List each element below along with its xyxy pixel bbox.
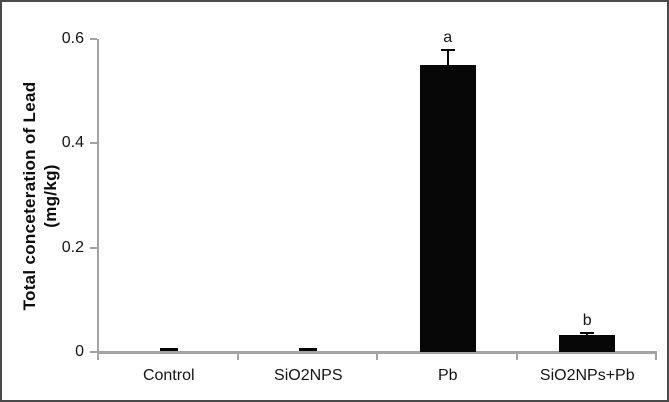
x-axis-line: [97, 351, 657, 354]
x-category-label: SiO2NPs+Pb: [539, 367, 635, 384]
y-tick-label: 0.6: [61, 30, 84, 47]
error-bar-cap: [440, 49, 455, 52]
bar-sio2nps-pb: [559, 334, 616, 352]
y-tick-label: 0.2: [61, 238, 84, 256]
zero-bar-sio2nps: [299, 348, 318, 351]
x-tick: [376, 353, 378, 360]
zero-bar-control: [159, 348, 178, 351]
significance-letter-a: a: [443, 29, 453, 47]
x-tick: [236, 353, 239, 360]
y-tick-label: 0.4: [61, 134, 84, 152]
error-bar-cap: [580, 332, 595, 335]
bar-pb: [419, 65, 476, 352]
y-axis-line: [97, 39, 99, 352]
y-tick: [90, 246, 97, 249]
error-bar-line: [446, 49, 449, 66]
significance-letter-b: b: [582, 312, 592, 330]
x-tick: [515, 353, 518, 360]
y-tick: [90, 351, 97, 353]
y-tick: [90, 142, 97, 145]
x-category-label: Control: [142, 367, 195, 384]
y-tick-label: 0: [75, 343, 84, 360]
x-category-label: Pb: [437, 367, 458, 384]
y-tick: [90, 38, 97, 40]
x-category-label: SiO2NPS: [274, 367, 343, 384]
x-tick: [97, 353, 99, 360]
x-tick: [655, 353, 657, 360]
